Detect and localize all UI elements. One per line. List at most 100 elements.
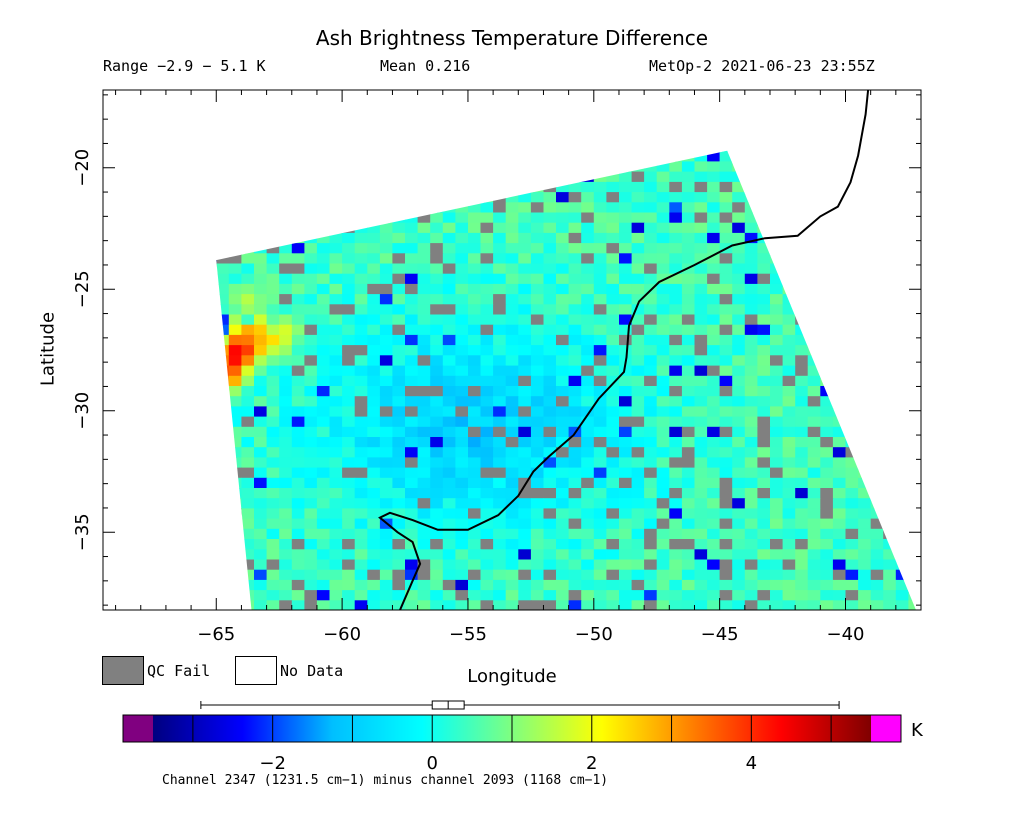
swath-cell xyxy=(241,294,255,305)
swath-cell xyxy=(518,467,532,479)
swath-cell xyxy=(757,324,771,336)
swath-cell xyxy=(783,110,796,121)
swath-cell xyxy=(505,212,519,224)
swath-cell xyxy=(316,498,331,509)
swath-cell xyxy=(191,213,204,224)
swath-cell xyxy=(228,263,242,275)
swath-cell xyxy=(241,212,255,224)
swath-cell xyxy=(254,324,268,336)
swath-cell xyxy=(455,437,469,448)
swath-cell xyxy=(342,283,356,295)
swath-cell xyxy=(581,283,595,295)
swath-cell xyxy=(681,590,696,601)
swath-cell xyxy=(921,611,934,622)
swath-cell xyxy=(367,314,381,326)
swath-cell xyxy=(656,150,670,152)
swath-cell xyxy=(669,406,683,418)
swath-cell xyxy=(228,345,242,356)
swath-cell xyxy=(631,283,645,295)
swath-cell xyxy=(556,549,570,561)
swath-cell xyxy=(606,192,620,203)
swath-cell xyxy=(707,600,721,610)
swath-cell xyxy=(254,396,268,407)
swath-cell xyxy=(870,437,884,448)
swath-cell xyxy=(606,396,620,407)
swath-cell xyxy=(480,202,494,214)
swath-cell xyxy=(732,345,746,356)
swath-cell xyxy=(518,294,532,305)
swath-cell xyxy=(820,426,834,438)
swath-cell xyxy=(241,161,255,173)
swath-cell xyxy=(707,579,721,591)
swath-cell xyxy=(908,406,916,418)
swath-cell xyxy=(342,611,355,622)
swath-cell xyxy=(367,90,380,101)
swath-cell xyxy=(216,386,217,397)
swath-cell xyxy=(619,151,633,162)
swath-cell xyxy=(556,181,570,193)
swath-cell xyxy=(656,498,670,509)
swath-cell xyxy=(795,590,809,601)
swath-cell xyxy=(644,90,657,101)
swath-cell xyxy=(329,508,343,520)
swath-cell xyxy=(656,406,670,418)
swath-cell xyxy=(367,212,381,224)
swath-cell xyxy=(694,334,708,346)
swath-cell xyxy=(455,416,469,428)
swath-cell xyxy=(593,263,607,275)
swath-cell xyxy=(543,549,557,561)
swath-cell xyxy=(266,477,280,489)
swath-cell xyxy=(518,488,532,499)
swath-cell xyxy=(631,314,645,326)
swath-cell xyxy=(619,508,633,520)
swath-cell xyxy=(530,324,545,336)
swath-cell xyxy=(291,426,305,438)
swath-cell xyxy=(669,263,683,275)
swath-cell xyxy=(392,171,406,183)
swath-cell xyxy=(820,263,834,275)
swath-cell xyxy=(682,131,695,142)
swath-cell xyxy=(782,243,796,254)
swath-cell xyxy=(291,161,305,173)
swath-cell xyxy=(505,579,519,591)
swath-cell xyxy=(631,498,645,509)
swath-cell xyxy=(417,294,431,305)
swath-cell xyxy=(644,345,658,356)
swath-cell xyxy=(807,426,821,438)
swath-cell xyxy=(367,518,381,530)
swath-cell xyxy=(543,488,557,499)
swath-cell xyxy=(279,304,293,316)
swath-cell xyxy=(782,406,796,418)
swath-cell xyxy=(832,508,847,520)
swath-cell xyxy=(530,569,545,581)
swath-cell xyxy=(468,447,482,458)
swath-cell xyxy=(581,324,595,336)
swath-cell xyxy=(379,283,394,295)
swath-cell xyxy=(254,437,268,448)
swath-cell xyxy=(392,273,406,285)
swath-cell xyxy=(468,253,482,265)
swath-cell xyxy=(694,569,708,581)
swath-cell xyxy=(908,355,916,367)
swath-cell xyxy=(267,110,280,121)
swath-cell xyxy=(442,334,456,346)
swath-cell xyxy=(832,559,847,571)
swath-cell xyxy=(782,345,796,356)
swath-cell xyxy=(266,569,280,581)
swath-cell xyxy=(568,263,582,275)
swath-cell xyxy=(291,314,305,326)
swath-cell xyxy=(568,304,582,316)
swath-cell xyxy=(719,202,733,214)
swath-cell xyxy=(669,528,683,540)
swath-cell xyxy=(921,274,934,285)
swath-cell xyxy=(191,437,204,448)
swath-cell xyxy=(719,171,733,183)
swath-cell xyxy=(480,569,494,581)
swath-cell xyxy=(493,437,507,448)
swath-cell xyxy=(757,518,771,530)
swath-cell xyxy=(228,243,242,254)
swath-cell xyxy=(379,324,394,336)
swath-cell xyxy=(669,365,683,377)
swath-cell xyxy=(505,590,519,601)
swath-cell xyxy=(732,100,745,111)
